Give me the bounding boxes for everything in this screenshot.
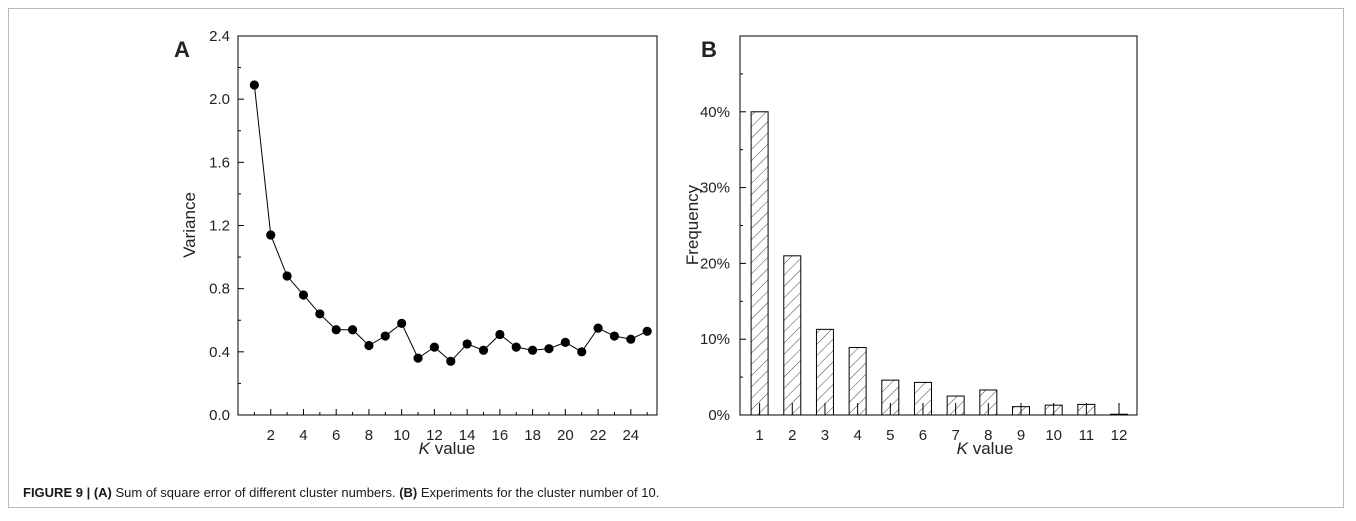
data-point	[593, 323, 603, 333]
bar	[750, 111, 769, 416]
panel-a-series-line	[253, 84, 648, 363]
data-point	[380, 331, 390, 341]
panel-b-x-label: K value	[957, 439, 1014, 458]
x-tick-label: 20	[557, 427, 574, 444]
caption-part-b-ref: (B)	[399, 485, 418, 500]
panel-b-letter: B	[701, 37, 717, 62]
data-point	[364, 340, 374, 351]
data-point	[528, 345, 538, 355]
x-tick-label: 8	[365, 427, 373, 444]
data-point	[577, 347, 587, 357]
bar	[815, 328, 834, 416]
x-tick-label: 12	[1111, 427, 1128, 444]
caption-figure-label: FIGURE 9 |	[23, 485, 94, 500]
x-tick-label: 5	[886, 427, 894, 444]
y-tick-label: 30%	[700, 180, 730, 197]
y-tick-label: 0.0	[209, 407, 230, 424]
panel-b-y-axis: 0% 10% 20% 30% 40%	[700, 35, 746, 424]
panel-a-y-label: Variance	[180, 192, 199, 258]
data-point	[462, 339, 472, 349]
panel-a-letter: A	[174, 37, 190, 62]
panel-a-x-axis: 2 4 6 8 10 12 14 16 18 20 22 24	[253, 409, 648, 444]
data-point	[478, 345, 489, 355]
x-tick-label: 4	[853, 427, 861, 444]
data-point	[446, 356, 456, 366]
caption-part-b-text: Experiments for the cluster number of 10…	[417, 485, 660, 500]
x-tick-label: 9	[1017, 427, 1025, 444]
x-tick-label: 7	[951, 427, 959, 444]
x-tick-label: 2	[788, 427, 796, 444]
data-point	[331, 325, 341, 335]
x-tick-label: 22	[590, 427, 607, 444]
x-tick-label: 14	[459, 427, 476, 444]
data-point	[266, 230, 276, 240]
panel-a-y-axis: 0.0 0.4 0.8 1.2 1.6 2.0 2.4	[209, 28, 244, 424]
charts-canvas: A 0.00.40.81.21.62.02.4 2 4 6 8 10 12 14 16 18 20…	[174, 28, 1138, 458]
data-point	[544, 344, 554, 354]
x-tick-label: 12	[426, 427, 443, 444]
panel-a-x-label: K value	[419, 439, 476, 458]
x-tick-label: 11	[1079, 427, 1095, 444]
data-point	[298, 290, 309, 300]
x-tick-label: 3	[821, 427, 829, 444]
y-tick-label: 1.2	[209, 218, 230, 235]
y-tick-label: 20%	[700, 255, 730, 272]
x-tick-label: 4	[299, 427, 307, 444]
data-point	[249, 80, 259, 90]
caption-part-a-ref: (A)	[93, 485, 112, 500]
y-tick-label: 1.6	[209, 154, 230, 171]
caption-part-a-text: Sum of square error of different cluster…	[111, 485, 400, 500]
x-tick-label: 6	[332, 427, 340, 444]
bar	[783, 255, 802, 416]
data-point	[626, 334, 636, 344]
x-tick-label: 16	[492, 427, 509, 444]
y-tick-label: 0.4	[209, 344, 230, 361]
panel-a-points	[249, 80, 652, 366]
y-tick-label: 2.0	[209, 91, 230, 108]
figure-caption: FIGURE 9 | (A) Sum of square error of di…	[23, 485, 659, 500]
data-point	[642, 326, 652, 336]
panel-b-bars	[750, 111, 1129, 416]
x-tick-label: 8	[984, 427, 992, 444]
x-tick-label: 10	[393, 427, 410, 444]
x-tick-label: 10	[1045, 427, 1062, 444]
x-tick-label: 24	[622, 427, 639, 444]
x-tick-label: 18	[524, 427, 541, 444]
x-tick-label: 2	[267, 427, 275, 444]
panel-a-chart: A 0.00.40.81.21.62.02.4 2 4 6 8 10 12 14 16 18 20…	[174, 28, 658, 458]
data-point	[397, 318, 407, 329]
y-tick-label: 0.8	[209, 281, 230, 298]
figure-frame: A 0.0 0.4 0.8 1.2 1.6 2.0 2.4 2 4 6 8 10 12 14 16 18 20…	[8, 8, 1344, 508]
panel-b-y-label: Frequency	[683, 184, 702, 265]
y-tick-label: 0%	[708, 407, 730, 424]
data-point	[347, 325, 358, 335]
data-point	[609, 331, 620, 341]
data-point	[495, 329, 505, 340]
y-tick-label: 40%	[700, 104, 730, 121]
data-point	[315, 309, 325, 319]
panel-b-x-axis: 1 2 3 4 5 6 7 8 9 10 11 12	[755, 403, 1127, 444]
y-tick-label: 2.4	[209, 28, 230, 45]
x-tick-label: 1	[755, 427, 763, 444]
data-point	[560, 337, 570, 347]
data-point	[511, 342, 521, 352]
data-point	[429, 342, 440, 352]
panel-b-chart: B 0%10%20%30%40% 1 2 3 4 5 6 7 8 9 10 11 12 Frequen…	[683, 35, 1138, 458]
x-tick-label: 6	[919, 427, 927, 444]
data-point	[413, 353, 423, 363]
data-point	[282, 271, 292, 281]
y-tick-label: 10%	[700, 331, 730, 348]
